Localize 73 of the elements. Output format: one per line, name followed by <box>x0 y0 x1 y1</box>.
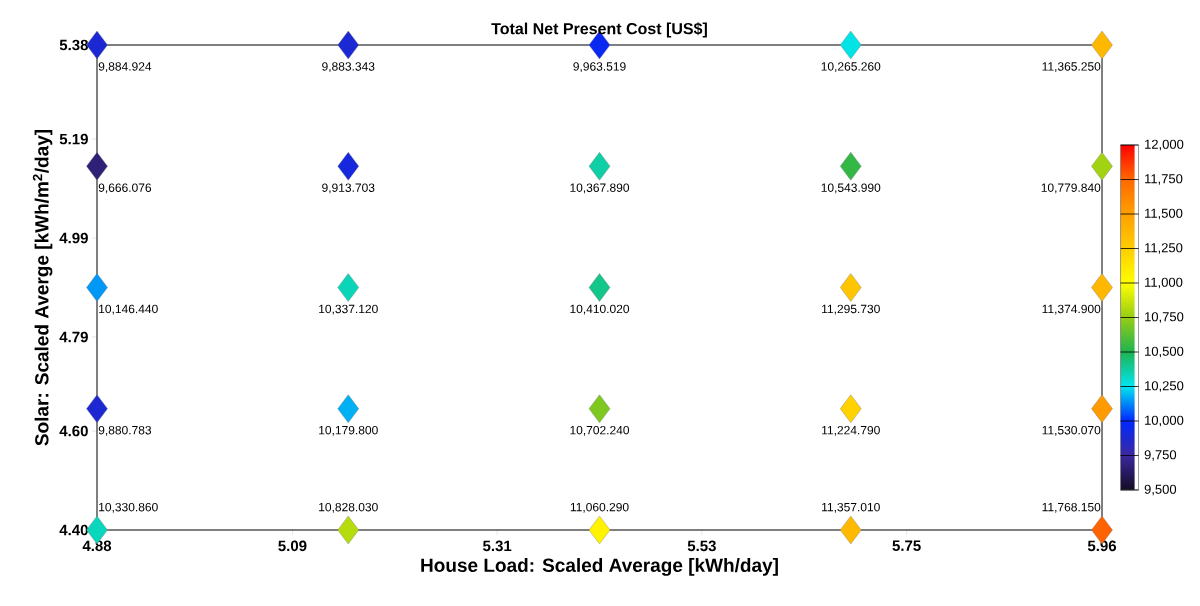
color-bar-label: 12,000 <box>1145 139 1184 151</box>
annotation: 10,410.020 <box>570 304 630 315</box>
point <box>337 152 359 181</box>
point <box>337 515 359 545</box>
annotation: 9,666.076 <box>98 183 152 194</box>
color-bar-label: 10,500 <box>1145 346 1184 358</box>
annotation: 10,179.800 <box>319 425 378 436</box>
y-tick-label: 4.99 <box>59 232 88 244</box>
annotation: 11,530.070 <box>1042 425 1101 436</box>
y-tick-label: 4.60 <box>59 425 88 437</box>
annotation: 9,880.783 <box>98 425 152 436</box>
annotation: 10,146.440 <box>99 304 158 315</box>
point <box>588 152 611 181</box>
point <box>840 152 862 181</box>
color-bar-label: 9,750 <box>1144 450 1177 461</box>
annotation: 10,367.890 <box>570 183 630 194</box>
annotation: 9,913.703 <box>322 183 375 194</box>
point <box>1091 394 1113 423</box>
point <box>86 273 108 302</box>
annotation: 11,060.290 <box>570 502 629 513</box>
color-bar-label: 11,750 <box>1145 174 1183 185</box>
annotation: 9,963.519 <box>573 62 626 73</box>
point <box>337 273 359 302</box>
annotation: 11,365.250 <box>1042 62 1101 73</box>
y-tick-label: 4.79 <box>59 331 88 343</box>
point <box>840 394 862 423</box>
point <box>337 30 359 60</box>
color-bar-label: 10,250 <box>1145 381 1184 392</box>
annotation: 10,702.240 <box>570 425 630 436</box>
y-axis-title: Solar: Scaled Averge [kWh/m$^{2}$/day] <box>32 129 53 446</box>
point <box>86 394 108 423</box>
x-tick-label: 5.75 <box>892 540 921 551</box>
point <box>588 394 611 423</box>
point <box>1091 30 1113 60</box>
x-tick-label: 5.96 <box>1087 540 1117 552</box>
annotation: 10,337.120 <box>319 304 378 315</box>
x-tick-label: 4.88 <box>82 540 112 552</box>
point <box>840 273 862 302</box>
annotation: 10,828.030 <box>319 502 378 513</box>
point <box>86 30 108 60</box>
point <box>1091 152 1113 181</box>
annotation: 10,779.840 <box>1041 183 1101 194</box>
y-tick-label: 5.38 <box>59 39 88 51</box>
x-tick-label: 5.09 <box>278 540 307 552</box>
x-tick-label: 5.53 <box>687 540 716 552</box>
x-tick-label: 5.31 <box>483 540 512 552</box>
chart-title: Total Net Present Cost [US$] <box>491 22 707 38</box>
annotation: 10,330.860 <box>99 502 158 513</box>
annotation: 9,883.343 <box>322 62 375 73</box>
annotation: 11,374.900 <box>1042 304 1101 315</box>
annotation: 9,884.924 <box>98 62 152 73</box>
color-bar-label: 10,000 <box>1145 415 1184 427</box>
color-bar-label: 9,500 <box>1144 484 1177 496</box>
x-axis-title: House Load: Scaled Average [kWh/day] <box>421 558 778 576</box>
y-tick-label: 4.40 <box>59 524 88 536</box>
color-bar-label: 11,250 <box>1145 243 1183 254</box>
annotation: 11,295.730 <box>822 304 880 315</box>
point <box>86 152 108 181</box>
y-tick-label: 5.19 <box>59 133 88 145</box>
annotation: 11,768.150 <box>1042 502 1101 513</box>
point <box>1091 273 1113 302</box>
color-bar-label: 10,750 <box>1145 312 1184 323</box>
annotation: 11,357.010 <box>822 502 880 513</box>
point <box>840 30 862 60</box>
annotation: 10,265.260 <box>821 62 881 73</box>
point <box>588 515 611 545</box>
point <box>840 515 862 545</box>
color-bar-label: 11,000 <box>1145 277 1183 289</box>
point <box>588 273 611 302</box>
point <box>337 394 359 423</box>
annotation: 11,224.790 <box>822 425 880 436</box>
color-bar-label: 11,500 <box>1145 208 1183 220</box>
annotation: 10,543.990 <box>821 183 881 194</box>
